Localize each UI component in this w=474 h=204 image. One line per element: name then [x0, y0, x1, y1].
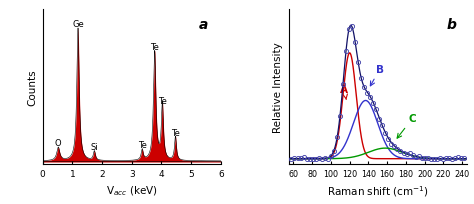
Text: Te: Te [171, 128, 180, 137]
Text: Te: Te [138, 141, 146, 150]
Text: A: A [340, 85, 348, 100]
Text: Te: Te [150, 43, 159, 52]
X-axis label: V$_{acc}$ (keV): V$_{acc}$ (keV) [106, 184, 158, 197]
Text: B: B [370, 65, 384, 86]
Text: O: O [55, 139, 62, 147]
Text: Te: Te [158, 96, 167, 105]
Text: a: a [199, 18, 209, 32]
Text: C: C [397, 114, 416, 139]
Y-axis label: Relative Intensity: Relative Intensity [273, 42, 283, 132]
Text: Ge: Ge [72, 20, 84, 28]
Text: b: b [447, 18, 456, 32]
Text: Si: Si [91, 142, 98, 151]
Y-axis label: Counts: Counts [27, 69, 37, 105]
X-axis label: Raman shift (cm$^{-1}$): Raman shift (cm$^{-1}$) [327, 184, 428, 198]
